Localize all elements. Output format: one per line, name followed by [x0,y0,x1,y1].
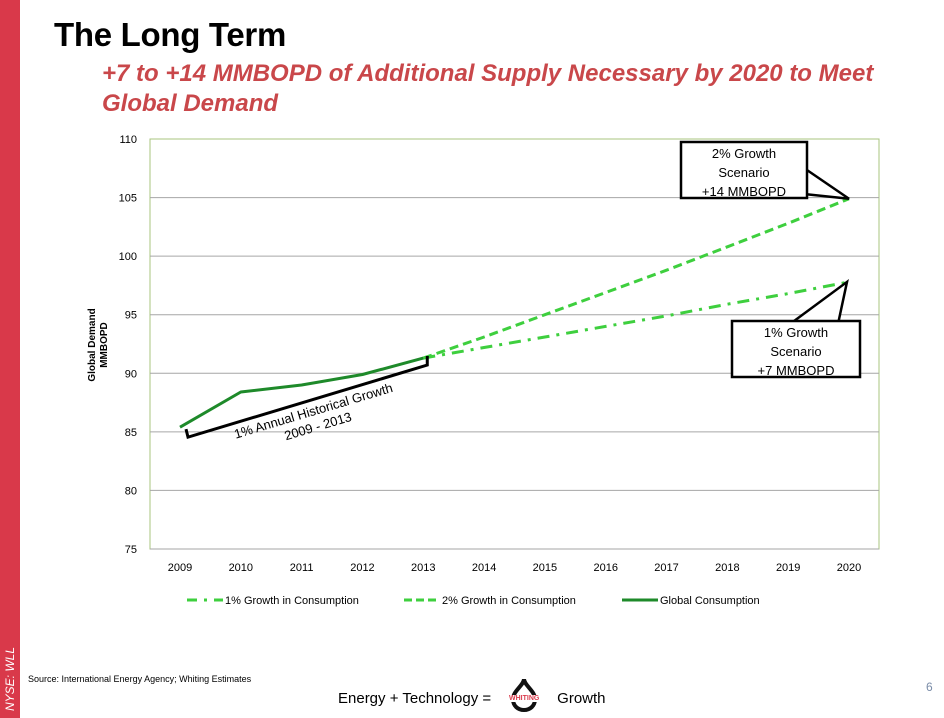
y-tick-label: 90 [125,368,137,380]
source-note: Source: International Energy Agency; Whi… [28,674,252,684]
callout-box [679,140,809,200]
x-tick-label: 2011 [290,562,314,574]
y-tick-label: 85 [125,427,137,439]
logo-text: WHITING [508,694,541,702]
legend-item: 1% Growth in Consumption [187,595,359,607]
series-line-2-growth-in-consumption [422,197,850,360]
x-tick-label: 2013 [411,562,435,574]
side-accent-bar: NYSE: WLL [0,0,20,718]
whiting-logo: WHITING [495,678,553,713]
callout-1pct: 1% Growth Scenario +7 MMBOPD [730,278,862,379]
legend-item: Global Consumption [622,595,760,607]
callout-text: Scenario [770,344,821,359]
series-lines [179,197,850,429]
historical-growth-bracket [184,356,429,440]
page-number: 6 [926,680,933,694]
callout-text: +7 MMBOPD [758,363,835,378]
legend-label: Global Consumption [660,595,760,607]
x-tick-label: 2009 [168,562,192,574]
callout-box [730,319,862,379]
y-tick-label: 105 [119,193,137,205]
x-tick-label: 2019 [776,562,800,574]
oil-drop-icon [511,678,538,713]
tagline-right: Growth [557,689,606,707]
legend-label: 1% Growth in Consumption [225,595,359,607]
x-tick-label: 2012 [350,562,374,574]
callout-2pct: 2% Growth Scenario +14 MMBOPD [679,140,850,200]
callout-text: Scenario [718,165,769,180]
x-tick-label: 2018 [715,562,739,574]
legend-label: 2% Growth in Consumption [442,595,576,607]
slide-subtitle: +7 to +14 MMBOPD of Additional Supply Ne… [102,60,874,117]
tagline: Energy + Technology = WHITING Growth [338,678,606,713]
x-tick-labels: 2009 2010 2011 2012 2013 2014 2015 2016 2017 2018… [168,562,861,574]
y-tick-labels: 75 80 85 90 95 100 105 110 [119,134,137,556]
callout-text: 2% Growth [712,146,776,161]
x-tick-label: 2015 [533,562,557,574]
x-tick-label: 2020 [837,562,861,574]
callout-text: +14 MMBOPD [702,184,786,199]
series-line-global-consumption [179,356,424,429]
callout-text: 1% Growth [764,325,828,340]
legend: 1% Growth in Consumption 2% Growth in Con… [187,595,760,607]
legend-item: 2% Growth in Consumption [404,595,576,607]
tagline-left: Energy + Technology = [338,689,492,707]
x-tick-label: 2014 [472,562,496,574]
y-axis-label-line1: Global Demand [87,308,98,381]
y-tick-label: 80 [125,485,137,497]
y-tick-label: 110 [119,134,137,146]
y-tick-label: 100 [119,251,137,263]
x-tick-label: 2010 [229,562,253,574]
y-axis-label-line2: MMBOPD [99,322,110,368]
x-tick-label: 2016 [593,562,617,574]
y-tick-label: 95 [125,310,137,322]
slide-title: The Long Term [54,16,286,53]
y-tick-label: 75 [125,544,137,556]
x-tick-label: 2017 [654,562,678,574]
